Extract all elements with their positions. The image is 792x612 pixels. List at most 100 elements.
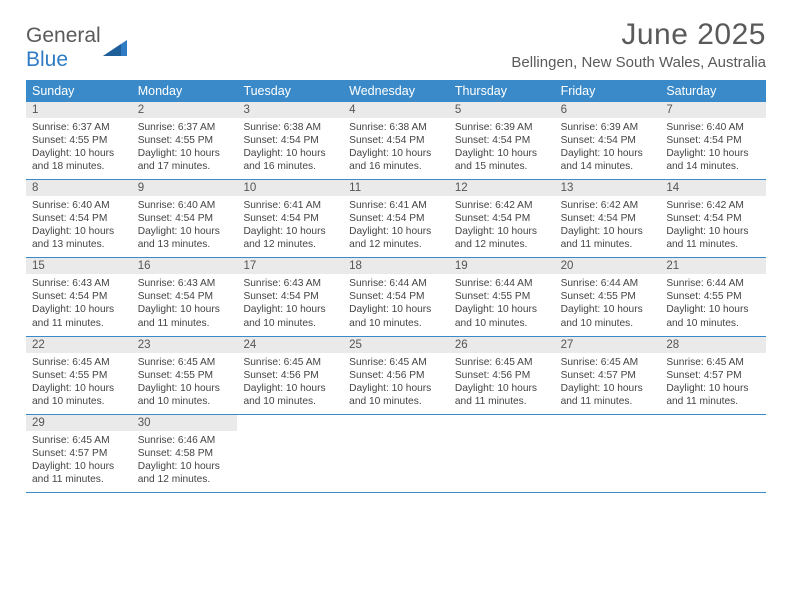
daylight-line1: Daylight: 10 hours [243,303,337,316]
day-body: Sunrise: 6:45 AMSunset: 4:55 PMDaylight:… [132,353,238,414]
calendar-day: 5Sunrise: 6:39 AMSunset: 4:54 PMDaylight… [449,102,555,179]
day-body: Sunrise: 6:41 AMSunset: 4:54 PMDaylight:… [237,196,343,257]
daylight-line2: and 12 minutes. [138,473,232,486]
sunset-text: Sunset: 4:54 PM [561,134,655,147]
day-body: Sunrise: 6:39 AMSunset: 4:54 PMDaylight:… [555,118,661,179]
sunrise-text: Sunrise: 6:37 AM [138,121,232,134]
day-body: Sunrise: 6:45 AMSunset: 4:57 PMDaylight:… [555,353,661,414]
location-text: Bellingen, New South Wales, Australia [511,54,766,71]
day-number: 2 [132,102,238,118]
sunrise-text: Sunrise: 6:45 AM [349,356,443,369]
daylight-line2: and 11 minutes. [32,473,126,486]
daylight-line2: and 15 minutes. [455,160,549,173]
sunset-text: Sunset: 4:55 PM [455,290,549,303]
day-body: Sunrise: 6:38 AMSunset: 4:54 PMDaylight:… [343,118,449,179]
day-number: 17 [237,258,343,274]
day-number: 11 [343,180,449,196]
brand-part1: General [26,24,101,47]
daylight-line1: Daylight: 10 hours [243,147,337,160]
calendar-grid: Sunday Monday Tuesday Wednesday Thursday… [26,80,766,493]
sunrise-text: Sunrise: 6:39 AM [561,121,655,134]
sunset-text: Sunset: 4:57 PM [561,369,655,382]
dow-friday: Friday [555,80,661,102]
sunrise-text: Sunrise: 6:38 AM [243,121,337,134]
sunset-text: Sunset: 4:54 PM [32,290,126,303]
day-body: Sunrise: 6:45 AMSunset: 4:57 PMDaylight:… [26,431,132,492]
sunset-text: Sunset: 4:54 PM [455,134,549,147]
sunrise-text: Sunrise: 6:45 AM [561,356,655,369]
sunset-text: Sunset: 4:57 PM [666,369,760,382]
daylight-line1: Daylight: 10 hours [243,382,337,395]
dow-tuesday: Tuesday [237,80,343,102]
calendar-day: 12Sunrise: 6:42 AMSunset: 4:54 PMDayligh… [449,180,555,257]
daylight-line2: and 11 minutes. [455,395,549,408]
dow-thursday: Thursday [449,80,555,102]
days-of-week-header: Sunday Monday Tuesday Wednesday Thursday… [26,80,766,102]
sunrise-text: Sunrise: 6:42 AM [455,199,549,212]
day-number: 25 [343,337,449,353]
day-number: 4 [343,102,449,118]
sunrise-text: Sunrise: 6:43 AM [32,277,126,290]
sunset-text: Sunset: 4:56 PM [455,369,549,382]
calendar-day: 19Sunrise: 6:44 AMSunset: 4:55 PMDayligh… [449,258,555,335]
sunrise-text: Sunrise: 6:45 AM [32,356,126,369]
daylight-line1: Daylight: 10 hours [349,382,443,395]
calendar-day: 26Sunrise: 6:45 AMSunset: 4:56 PMDayligh… [449,337,555,414]
sunset-text: Sunset: 4:54 PM [666,134,760,147]
day-body: Sunrise: 6:37 AMSunset: 4:55 PMDaylight:… [26,118,132,179]
sunrise-text: Sunrise: 6:37 AM [32,121,126,134]
daylight-line2: and 11 minutes. [138,317,232,330]
sunrise-text: Sunrise: 6:46 AM [138,434,232,447]
calendar-day: 8Sunrise: 6:40 AMSunset: 4:54 PMDaylight… [26,180,132,257]
daylight-line1: Daylight: 10 hours [455,147,549,160]
sunset-text: Sunset: 4:55 PM [138,134,232,147]
sunset-text: Sunset: 4:54 PM [349,134,443,147]
day-body: Sunrise: 6:44 AMSunset: 4:54 PMDaylight:… [343,274,449,335]
sunset-text: Sunset: 4:55 PM [666,290,760,303]
calendar-day: 20Sunrise: 6:44 AMSunset: 4:55 PMDayligh… [555,258,661,335]
daylight-line2: and 18 minutes. [32,160,126,173]
calendar-day: 14Sunrise: 6:42 AMSunset: 4:54 PMDayligh… [660,180,766,257]
calendar-day: 3Sunrise: 6:38 AMSunset: 4:54 PMDaylight… [237,102,343,179]
sunset-text: Sunset: 4:54 PM [561,212,655,225]
day-number: 27 [555,337,661,353]
daylight-line2: and 11 minutes. [666,395,760,408]
day-body: Sunrise: 6:43 AMSunset: 4:54 PMDaylight:… [26,274,132,335]
daylight-line2: and 13 minutes. [32,238,126,251]
daylight-line1: Daylight: 10 hours [138,225,232,238]
day-number: 20 [555,258,661,274]
sunset-text: Sunset: 4:54 PM [138,212,232,225]
day-number: 8 [26,180,132,196]
daylight-line1: Daylight: 10 hours [32,147,126,160]
day-body: Sunrise: 6:45 AMSunset: 4:56 PMDaylight:… [449,353,555,414]
daylight-line2: and 11 minutes. [32,317,126,330]
day-body: Sunrise: 6:45 AMSunset: 4:56 PMDaylight:… [343,353,449,414]
daylight-line2: and 11 minutes. [561,238,655,251]
calendar-day [343,415,449,492]
calendar-day: 13Sunrise: 6:42 AMSunset: 4:54 PMDayligh… [555,180,661,257]
day-number: 19 [449,258,555,274]
logo-triangle-icon [103,38,129,60]
day-number: 1 [26,102,132,118]
daylight-line1: Daylight: 10 hours [32,460,126,473]
sunrise-text: Sunrise: 6:44 AM [666,277,760,290]
page-header: General Blue June 2025 Bellingen, New So… [26,18,766,72]
calendar-day: 11Sunrise: 6:41 AMSunset: 4:54 PMDayligh… [343,180,449,257]
day-body: Sunrise: 6:40 AMSunset: 4:54 PMDaylight:… [26,196,132,257]
day-number: 14 [660,180,766,196]
daylight-line1: Daylight: 10 hours [561,225,655,238]
day-number: 12 [449,180,555,196]
brand-logo: General Blue [26,18,129,72]
daylight-line1: Daylight: 10 hours [32,303,126,316]
calendar-day: 17Sunrise: 6:43 AMSunset: 4:54 PMDayligh… [237,258,343,335]
sunset-text: Sunset: 4:54 PM [243,212,337,225]
calendar-day: 22Sunrise: 6:45 AMSunset: 4:55 PMDayligh… [26,337,132,414]
dow-monday: Monday [132,80,238,102]
daylight-line2: and 10 minutes. [243,317,337,330]
daylight-line1: Daylight: 10 hours [138,303,232,316]
daylight-line1: Daylight: 10 hours [666,147,760,160]
month-title: June 2025 [511,18,766,52]
day-body: Sunrise: 6:44 AMSunset: 4:55 PMDaylight:… [449,274,555,335]
daylight-line2: and 11 minutes. [561,395,655,408]
calendar-day: 16Sunrise: 6:43 AMSunset: 4:54 PMDayligh… [132,258,238,335]
